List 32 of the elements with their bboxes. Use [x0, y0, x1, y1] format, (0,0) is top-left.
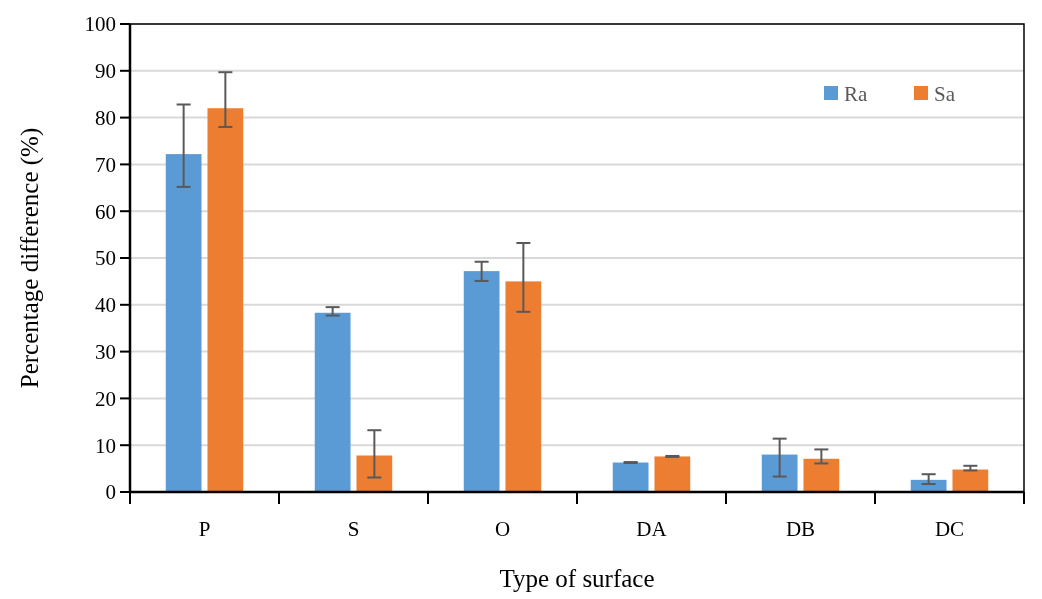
bar [505, 281, 542, 492]
x-tick-label: P [198, 517, 211, 541]
y-tick-label: 50 [95, 246, 116, 271]
bar [463, 271, 500, 492]
x-tick-label: DC [934, 517, 965, 541]
bar [165, 154, 202, 492]
bar [654, 456, 691, 492]
y-tick-label: 60 [95, 199, 116, 224]
bar [612, 462, 649, 492]
x-tick-label: DB [785, 517, 816, 541]
x-tick-label: O [494, 517, 511, 541]
y-tick-label: 80 [95, 105, 116, 130]
x-tick-label: DA [636, 517, 668, 541]
y-tick-label: 40 [95, 293, 116, 318]
bar [356, 455, 393, 492]
y-tick-label: 90 [95, 59, 116, 84]
y-tick-label: 20 [95, 386, 116, 411]
legend-label: Ra [844, 82, 869, 107]
bar [207, 108, 244, 492]
y-axis-title: Percentage difference (%) [16, 127, 44, 389]
bar [952, 469, 989, 492]
bar [314, 312, 351, 492]
bar [803, 458, 840, 492]
x-tick-label: S [347, 517, 360, 541]
y-tick-label: 100 [84, 12, 116, 37]
y-tick-label: 10 [95, 433, 116, 458]
y-tick-label: 30 [95, 339, 116, 364]
y-tick-label: 0 [105, 480, 116, 505]
y-tick-label: 70 [95, 152, 116, 177]
legend-label: Sa [934, 82, 956, 107]
bar [761, 454, 798, 492]
x-axis-title: Type of surface [499, 565, 655, 592]
